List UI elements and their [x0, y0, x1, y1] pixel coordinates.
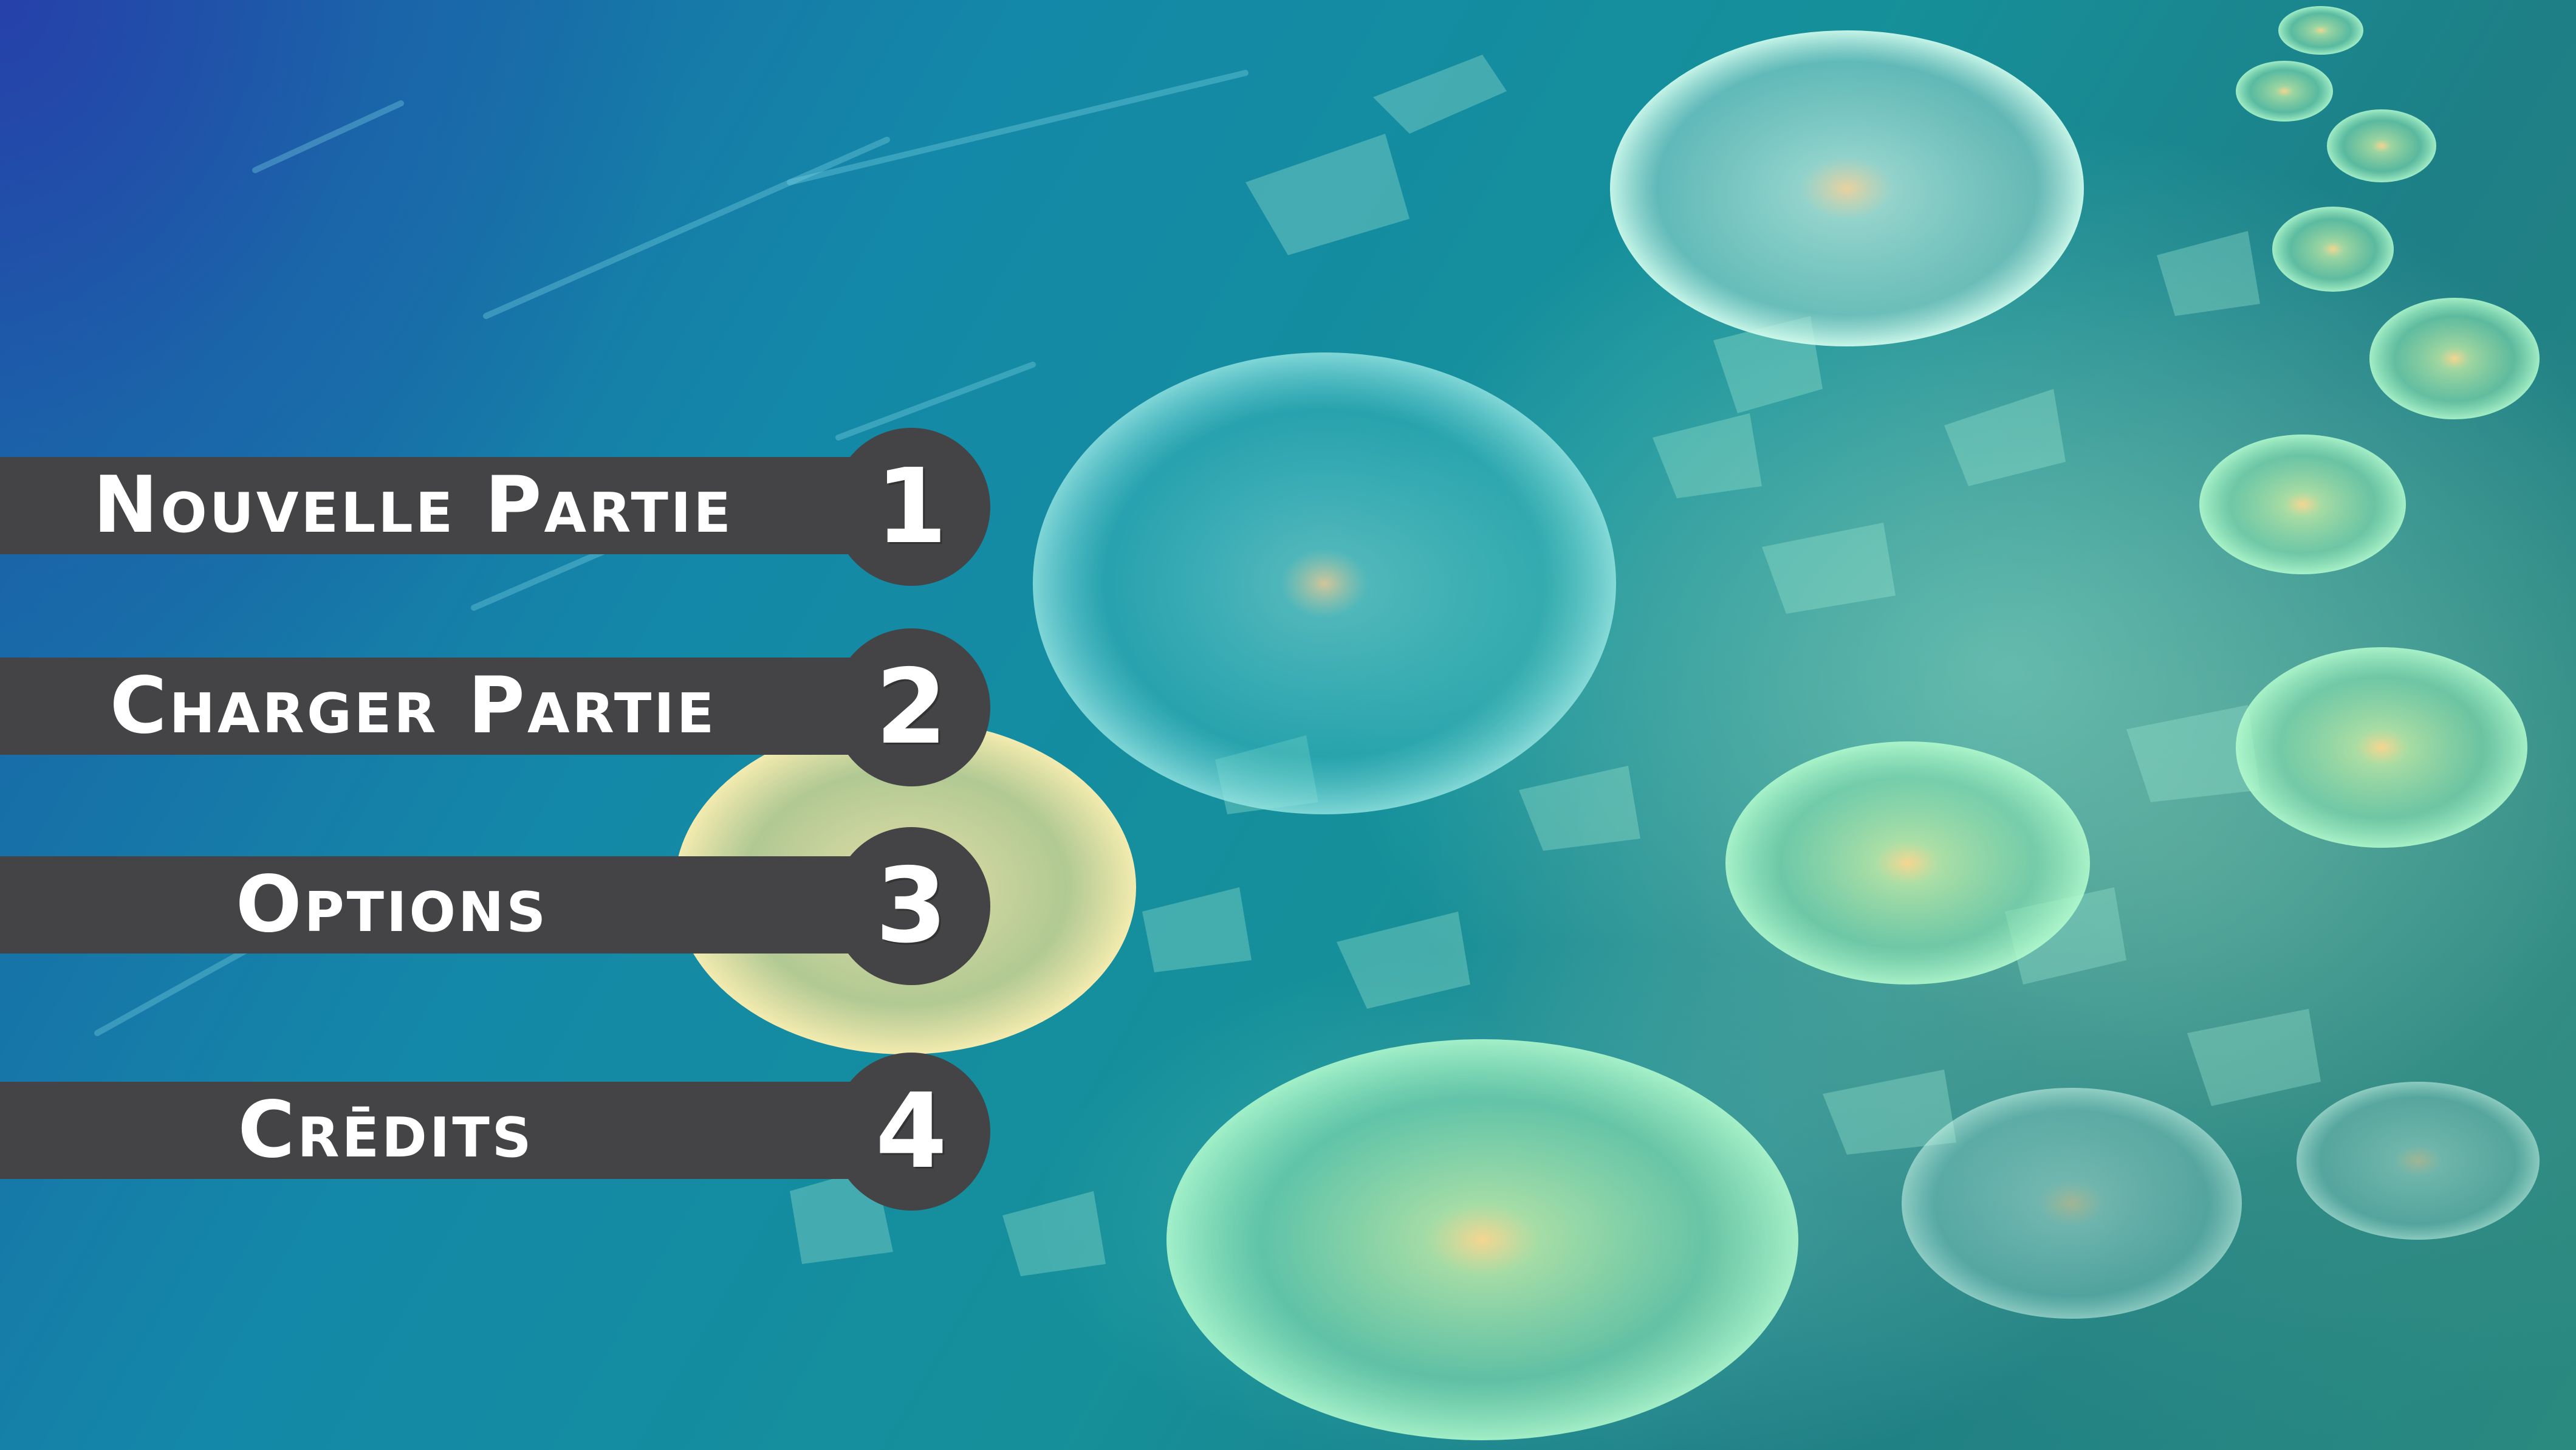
number-badge: 3 — [832, 827, 990, 985]
menu-item-load-game[interactable]: 2 Charger Partie — [0, 628, 990, 786]
menu-bar — [0, 856, 875, 953]
number-badge: 1 — [832, 428, 990, 586]
credits-label: Crēdits — [238, 1085, 534, 1175]
menu-bar — [0, 1082, 875, 1179]
new-game-label: Nouvelle Partie — [93, 460, 733, 551]
number-badge: 4 — [832, 1053, 990, 1211]
menu-item-credits[interactable]: 4 Crēdits — [0, 1053, 990, 1211]
badge-number: 1 — [875, 447, 948, 567]
menu-bar — [0, 658, 875, 755]
menu-item-new-game[interactable]: 1 Nouvelle Partie — [0, 428, 990, 586]
options-label: Options — [235, 859, 549, 950]
load-game-label: Charger Partie — [109, 661, 717, 751]
badge-number: 2 — [875, 647, 948, 768]
menu-bar — [0, 457, 875, 554]
number-badge: 2 — [832, 628, 990, 786]
menu-item-options[interactable]: 3 Options — [0, 827, 990, 985]
badge-number: 4 — [875, 1071, 948, 1192]
badge-number: 3 — [875, 846, 948, 966]
